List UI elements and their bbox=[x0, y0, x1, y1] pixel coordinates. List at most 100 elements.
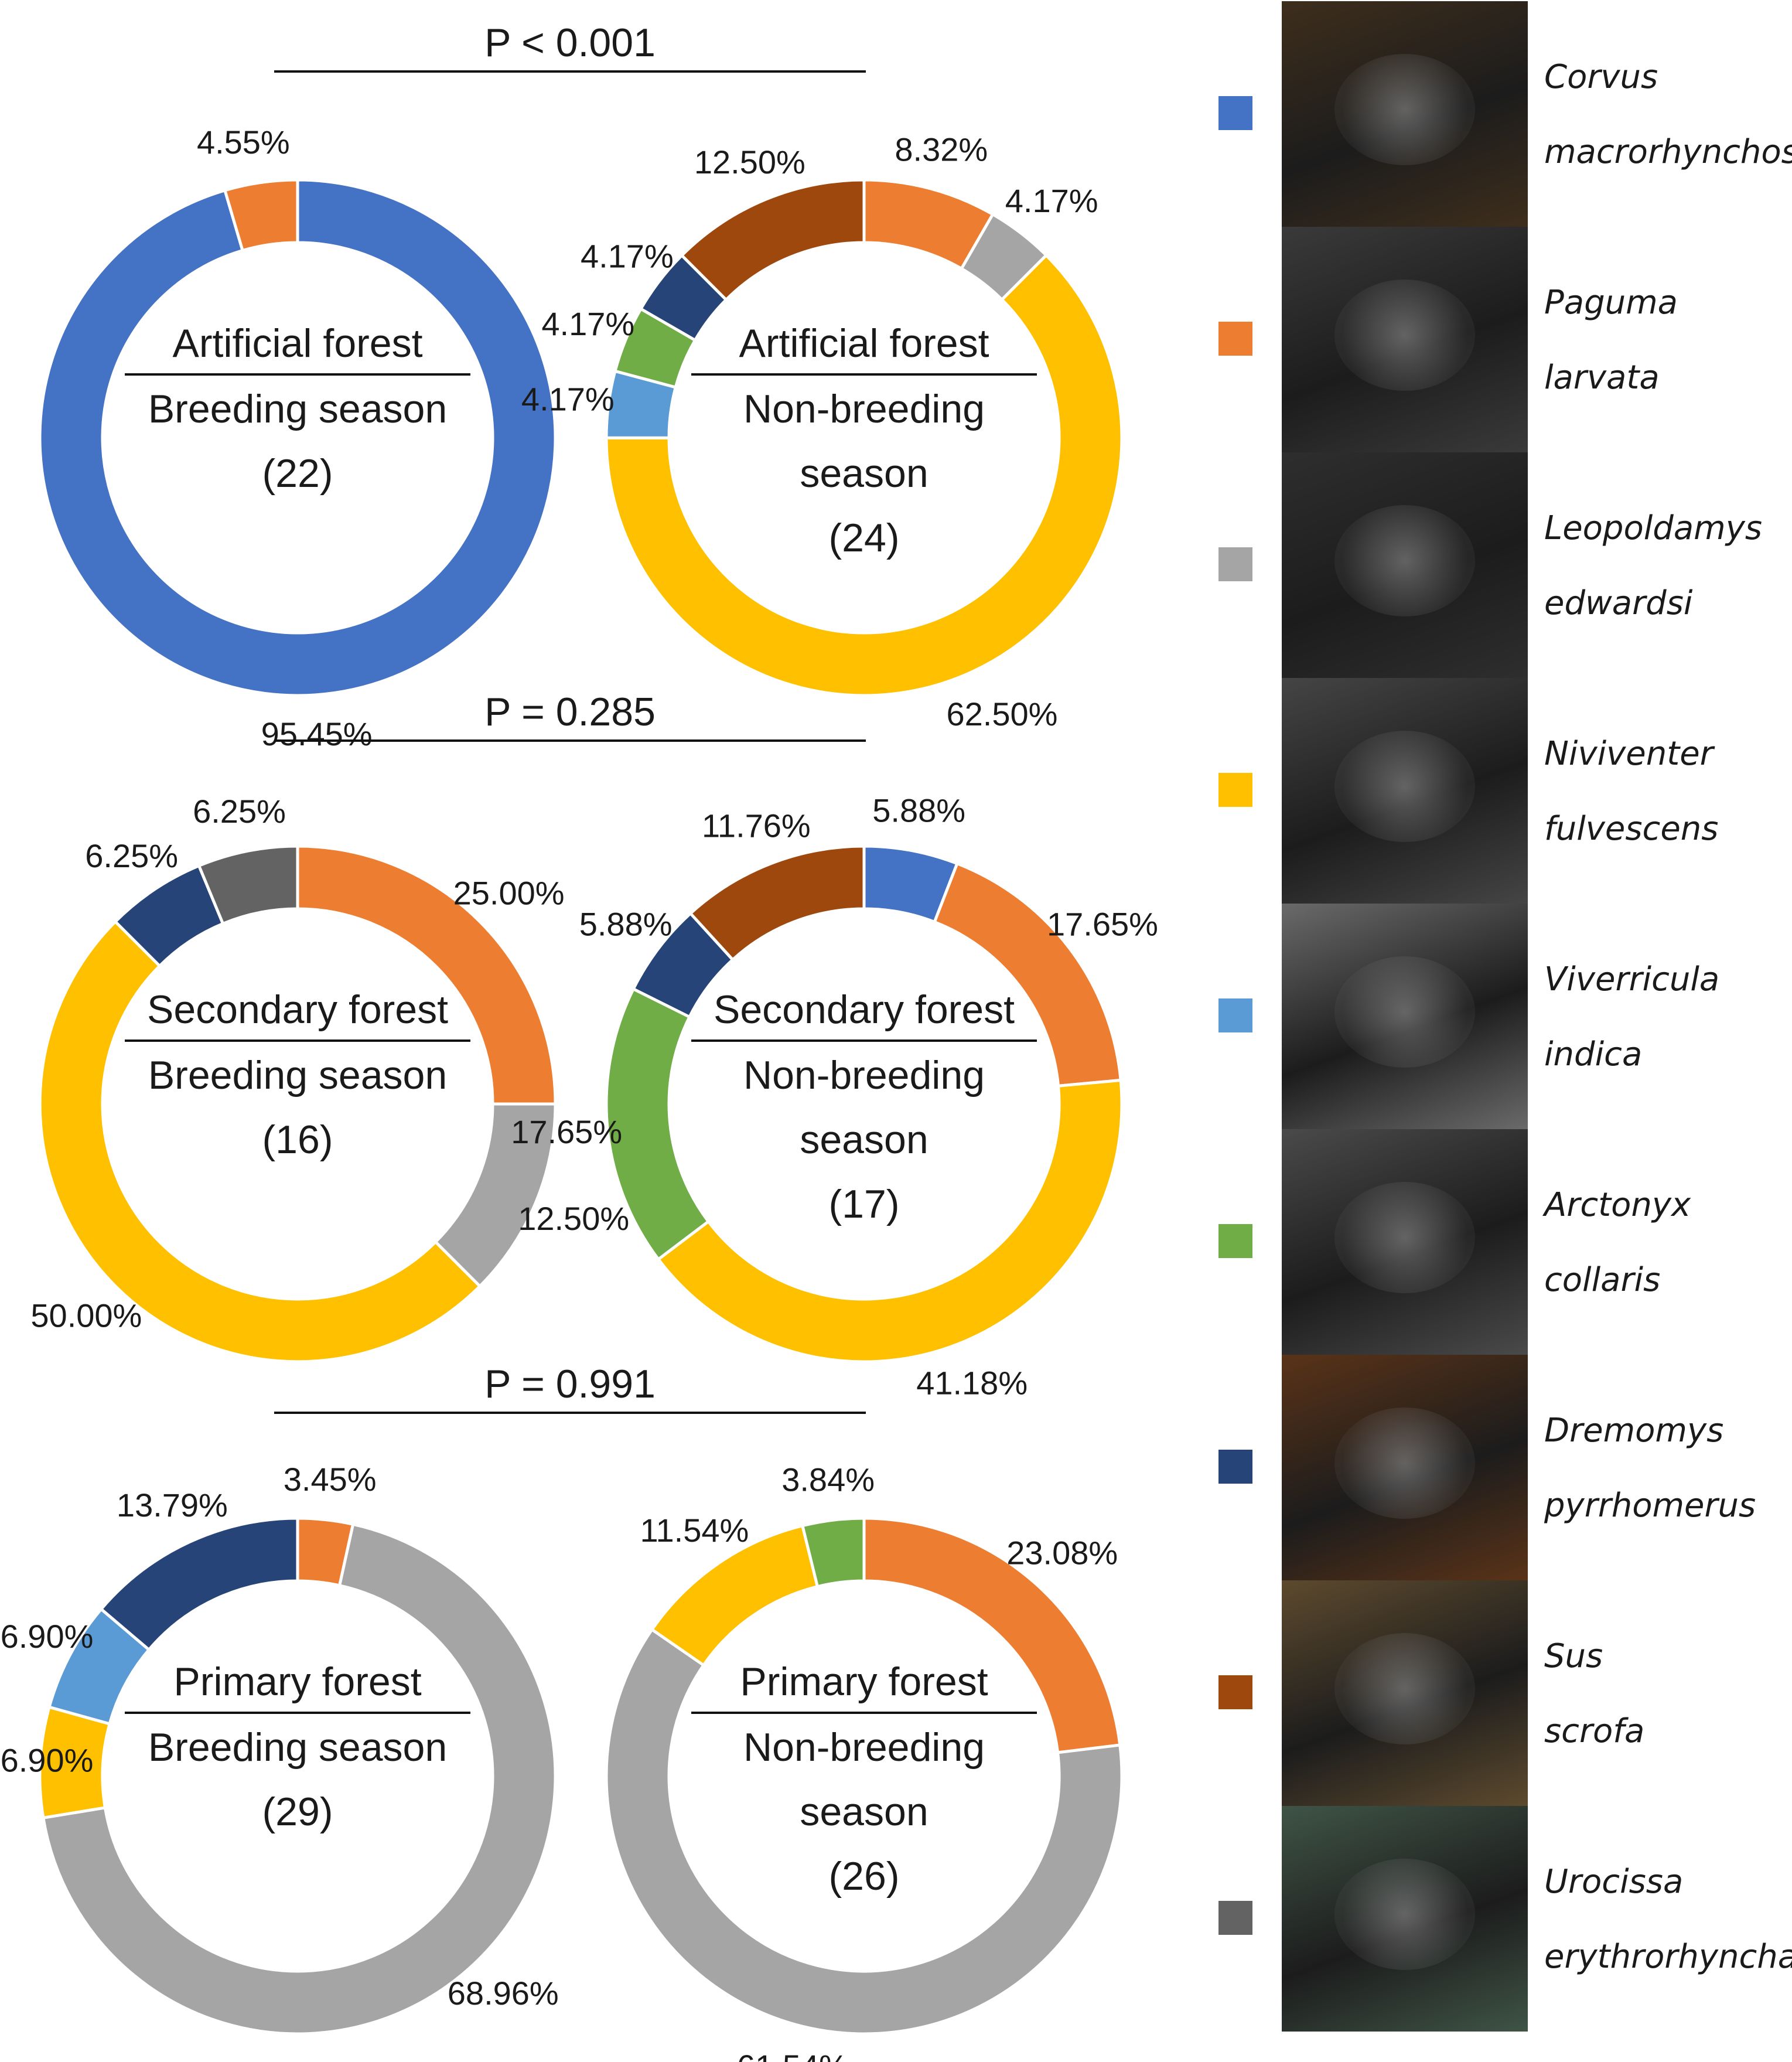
legend-item: Sus scrofa bbox=[1218, 1580, 1792, 1806]
legend-swatch bbox=[1218, 998, 1252, 1032]
data-label: 13.79% bbox=[117, 1487, 228, 1524]
legend-item: Paguma larvata bbox=[1218, 227, 1792, 452]
data-label: 95.45% bbox=[261, 715, 373, 752]
donut-slice bbox=[605, 1627, 1124, 2036]
species-genus: Arctonyx bbox=[1544, 1186, 1691, 1224]
data-label: 61.54% bbox=[737, 2048, 848, 2062]
panel-sample-size: (16) bbox=[262, 1117, 333, 1162]
civet-photo bbox=[1282, 904, 1528, 1129]
species-epithet: fulvescens bbox=[1544, 810, 1719, 848]
species-name: Leopoldamys edwardsi bbox=[1544, 452, 1790, 641]
panel-title-season: Breeding season bbox=[148, 1725, 447, 1770]
legend-item: Leopoldamys edwardsi bbox=[1218, 452, 1792, 678]
data-label: 68.96% bbox=[448, 1975, 559, 2012]
legend-swatch bbox=[1218, 773, 1252, 807]
panel-title-season: Non-breeding bbox=[743, 387, 985, 431]
data-label: 3.84% bbox=[781, 1461, 875, 1498]
p-value-label: P = 0.991 bbox=[484, 1362, 656, 1406]
species-name: Urocissa erythrorhyncha bbox=[1544, 1806, 1792, 1995]
legend-swatch bbox=[1218, 547, 1252, 581]
panel-title-habitat: Artificial forest bbox=[739, 321, 989, 366]
data-label: 5.88% bbox=[579, 906, 673, 943]
animal-silhouette bbox=[1334, 1859, 1475, 1970]
data-label: 4.17% bbox=[541, 305, 634, 342]
crow-photo bbox=[1282, 1, 1528, 227]
data-label: 11.76% bbox=[702, 807, 811, 844]
panel-sample-size: (22) bbox=[262, 451, 333, 496]
donut-slice bbox=[688, 844, 866, 962]
animal-silhouette bbox=[1334, 280, 1475, 391]
species-genus: Paguma bbox=[1544, 284, 1678, 322]
panel-title-season-cont: season bbox=[800, 1790, 928, 1834]
species-name: Viverricula indica bbox=[1544, 904, 1790, 1092]
species-genus: Viverricula bbox=[1544, 960, 1720, 998]
species-genus: Dremomys bbox=[1544, 1412, 1724, 1450]
panel-title-season-cont: season bbox=[800, 451, 928, 496]
legend-item: Corvus macrorhynchos bbox=[1218, 1, 1792, 227]
panel-sample-size: (24) bbox=[829, 516, 900, 560]
panel-title-season: Breeding season bbox=[148, 1053, 447, 1098]
rat-photo bbox=[1282, 452, 1528, 678]
species-name: Paguma larvata bbox=[1544, 227, 1790, 415]
data-label: 62.50% bbox=[946, 696, 1057, 732]
donut-slice bbox=[605, 253, 1124, 697]
panel-title-season: Non-breeding bbox=[743, 1725, 985, 1770]
data-label: 4.17% bbox=[1005, 182, 1098, 219]
species-genus: Niviventer bbox=[1544, 735, 1714, 773]
donut-slice bbox=[38, 919, 482, 1364]
data-label: 5.88% bbox=[872, 792, 965, 829]
legend-item: Dremomys pyrrhomerus bbox=[1218, 1355, 1792, 1580]
legend-swatch bbox=[1218, 1901, 1252, 1935]
data-label: 50.00% bbox=[30, 1297, 142, 1334]
species-name: Arctonyx collaris bbox=[1544, 1129, 1790, 1318]
animal-silhouette bbox=[1334, 956, 1475, 1068]
animal-silhouette bbox=[1334, 1407, 1475, 1519]
donut-slice bbox=[223, 178, 299, 253]
panel-title-season-cont: season bbox=[800, 1117, 928, 1162]
animal-silhouette bbox=[1334, 54, 1475, 165]
p-value-label: P < 0.001 bbox=[484, 21, 656, 65]
species-epithet: scrofa bbox=[1544, 1712, 1645, 1750]
legend-swatch bbox=[1218, 1224, 1252, 1258]
data-label: 25.00% bbox=[453, 874, 565, 911]
data-label: 41.18% bbox=[916, 1365, 1028, 1402]
species-epithet: macrorhynchos bbox=[1544, 133, 1792, 171]
species-epithet: erythrorhyncha bbox=[1544, 1938, 1792, 1976]
donut-slice bbox=[41, 1522, 557, 2036]
panel-sample-size: (29) bbox=[262, 1790, 333, 1834]
donut-slice bbox=[862, 1516, 1122, 1754]
data-label: 12.50% bbox=[518, 1200, 629, 1237]
animal-silhouette bbox=[1334, 505, 1475, 616]
species-epithet: edwardsi bbox=[1544, 584, 1693, 622]
species-genus: Sus bbox=[1544, 1637, 1603, 1675]
magpie-photo bbox=[1282, 1806, 1528, 2032]
data-label: 4.55% bbox=[197, 124, 290, 161]
boar-photo bbox=[1282, 1580, 1528, 1806]
data-label: 12.50% bbox=[694, 144, 805, 180]
species-epithet: indica bbox=[1544, 1035, 1643, 1073]
civet-photo bbox=[1282, 227, 1528, 452]
donut-slice bbox=[800, 1516, 866, 1589]
data-label: 23.08% bbox=[1006, 1534, 1118, 1571]
donut-slice bbox=[296, 844, 557, 1106]
species-name: Sus scrofa bbox=[1544, 1580, 1790, 1769]
data-label: 6.25% bbox=[85, 837, 178, 874]
donut-slice bbox=[656, 1078, 1124, 1364]
data-label: 8.32% bbox=[895, 131, 988, 168]
legend-swatch bbox=[1218, 1675, 1252, 1709]
data-label: 6.90% bbox=[1, 1741, 94, 1778]
species-epithet: larvata bbox=[1544, 359, 1660, 397]
legend-swatch bbox=[1218, 322, 1252, 356]
species-genus: Leopoldamys bbox=[1544, 509, 1763, 547]
panel-title-season: Non-breeding bbox=[743, 1053, 985, 1098]
panel-sample-size: (26) bbox=[829, 1854, 900, 1899]
data-label: 6.90% bbox=[1, 1618, 94, 1655]
data-label: 17.65% bbox=[511, 1113, 622, 1150]
species-genus: Urocissa bbox=[1544, 1863, 1684, 1901]
legend-item: Viverricula indica bbox=[1218, 904, 1792, 1129]
panel-title-habitat: Artificial forest bbox=[173, 321, 423, 366]
p-value-label: P = 0.285 bbox=[484, 690, 656, 734]
animal-silhouette bbox=[1334, 1633, 1475, 1744]
rat-photo bbox=[1282, 678, 1528, 904]
